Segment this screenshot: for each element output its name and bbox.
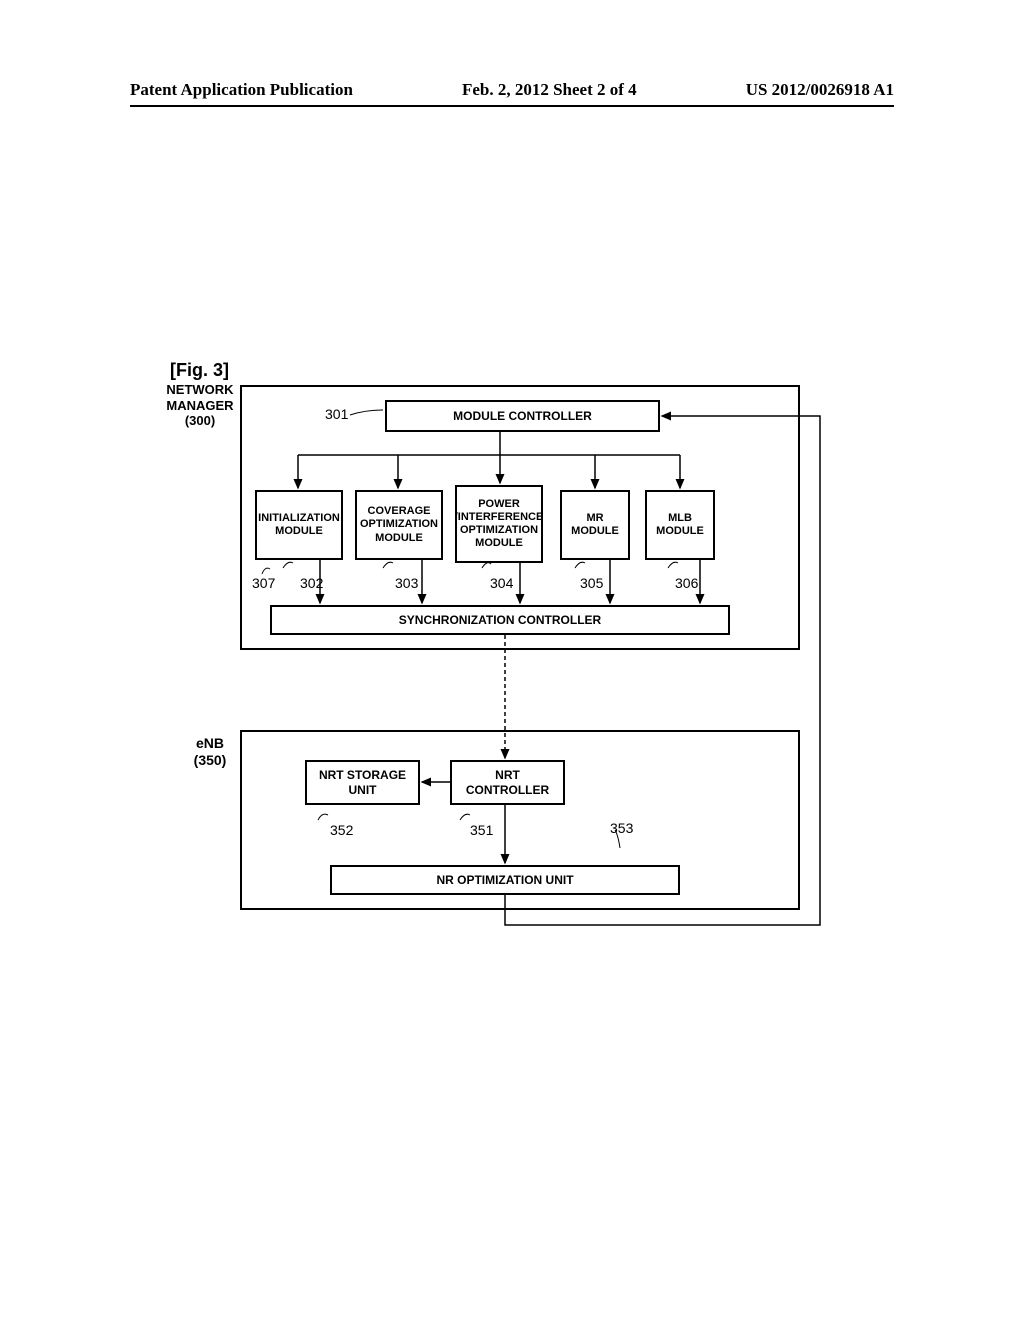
header-divider bbox=[130, 105, 894, 107]
header-left: Patent Application Publication bbox=[130, 80, 353, 100]
header-center: Feb. 2, 2012 Sheet 2 of 4 bbox=[462, 80, 637, 100]
diagram-connectors bbox=[170, 360, 890, 980]
page-header: Patent Application Publication Feb. 2, 2… bbox=[0, 80, 1024, 100]
header-right: US 2012/0026918 A1 bbox=[746, 80, 894, 100]
